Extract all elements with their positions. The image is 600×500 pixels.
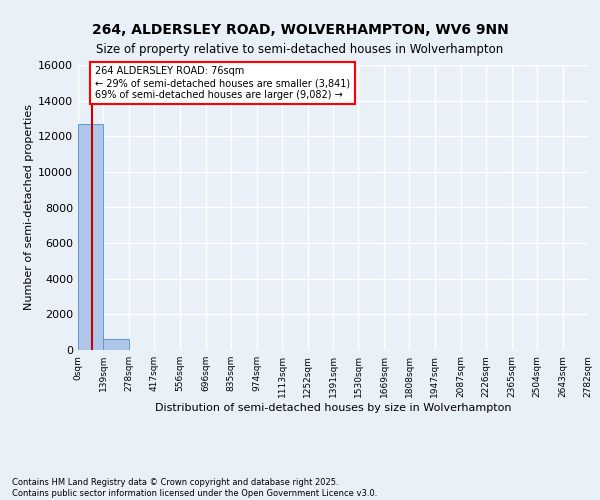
X-axis label: Distribution of semi-detached houses by size in Wolverhampton: Distribution of semi-detached houses by … [155,402,511,412]
Bar [78,124,103,350]
Text: 264 ALDERSLEY ROAD: 76sqm
← 29% of semi-detached houses are smaller (3,841)
69% : 264 ALDERSLEY ROAD: 76sqm ← 29% of semi-… [95,66,350,100]
Text: Size of property relative to semi-detached houses in Wolverhampton: Size of property relative to semi-detach… [97,42,503,56]
Text: Contains HM Land Registry data © Crown copyright and database right 2025.
Contai: Contains HM Land Registry data © Crown c… [12,478,377,498]
Y-axis label: Number of semi-detached properties: Number of semi-detached properties [24,104,34,310]
Text: 264, ALDERSLEY ROAD, WOLVERHAMPTON, WV6 9NN: 264, ALDERSLEY ROAD, WOLVERHAMPTON, WV6 … [92,22,508,36]
Bar [103,340,129,350]
